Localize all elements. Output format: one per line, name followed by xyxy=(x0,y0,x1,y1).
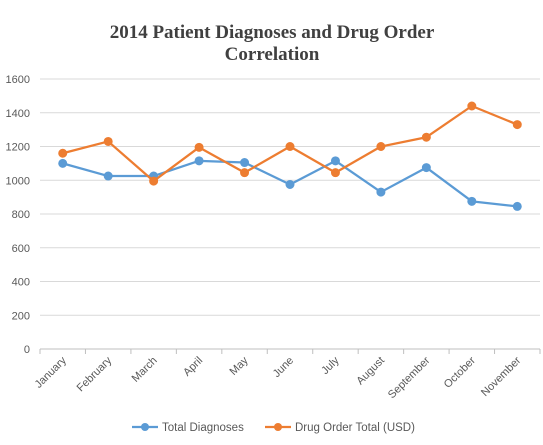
data-point xyxy=(240,158,250,168)
x-tick-label: January xyxy=(33,354,70,391)
x-tick-label: June xyxy=(271,355,296,380)
data-point xyxy=(194,142,204,152)
x-tick-label: October xyxy=(442,354,478,390)
data-point xyxy=(330,168,340,178)
y-tick-label: 600 xyxy=(12,243,30,255)
y-tick-label: 1400 xyxy=(6,108,30,120)
y-tick-label: 400 xyxy=(12,277,30,289)
data-point xyxy=(376,187,386,197)
x-tick-label: August xyxy=(354,355,387,388)
data-point xyxy=(149,176,159,186)
y-axis-tick-labels: 0 200 400 600 800 1000 1200 1400 1600 xyxy=(6,74,30,356)
x-tick-label: November xyxy=(479,354,524,399)
data-point xyxy=(512,201,522,211)
legend-marker-swatch xyxy=(141,423,149,431)
legend-label: Total Diagnoses xyxy=(162,422,244,434)
data-point xyxy=(376,142,386,151)
legend-item: Total Diagnoses xyxy=(132,422,244,434)
x-tick-label: March xyxy=(130,355,160,385)
data-point xyxy=(194,156,204,166)
data-point xyxy=(330,156,340,166)
y-tick-label: 1200 xyxy=(6,142,30,154)
y-tick-label: 800 xyxy=(12,209,30,221)
y-tick-label: 0 xyxy=(24,344,30,356)
data-point xyxy=(103,171,113,181)
chart-title-line-2: Correlation xyxy=(225,44,320,65)
chart-title-line-1: 2014 Patient Diagnoses and Drug Order xyxy=(110,22,435,43)
data-point xyxy=(285,142,295,151)
x-tick-label: May xyxy=(227,354,251,378)
data-point xyxy=(240,168,250,178)
y-tick-label: 1600 xyxy=(6,74,30,86)
x-tick-label: February xyxy=(75,354,115,394)
legend: Total Diagnoses Drug Order Total (USD) xyxy=(132,422,415,434)
data-point xyxy=(285,179,295,189)
legend-marker-swatch xyxy=(274,423,282,431)
data-point xyxy=(421,163,431,173)
series-1 xyxy=(58,156,522,211)
data-point xyxy=(467,101,477,111)
x-tick-label: September xyxy=(386,354,433,401)
data-point xyxy=(103,136,113,146)
series-lines xyxy=(58,101,522,211)
data-point xyxy=(512,120,522,130)
data-point xyxy=(467,196,477,206)
data-point xyxy=(58,148,68,158)
y-tick-label: 1000 xyxy=(6,175,30,187)
y-tick-label: 200 xyxy=(12,310,30,322)
series-2 xyxy=(58,101,522,186)
x-tick-label: April xyxy=(181,355,205,379)
x-axis-tick-labels: January February March April May June July Augu… xyxy=(33,354,524,401)
x-axis xyxy=(39,348,541,354)
data-point xyxy=(421,132,431,142)
x-tick-label: July xyxy=(319,354,342,377)
legend-item: Drug Order Total (USD) xyxy=(265,422,415,434)
legend-label: Drug Order Total (USD) xyxy=(295,422,415,434)
data-point xyxy=(58,158,68,168)
chart-title: 2014 Patient Diagnoses and Drug Order Co… xyxy=(110,22,435,65)
